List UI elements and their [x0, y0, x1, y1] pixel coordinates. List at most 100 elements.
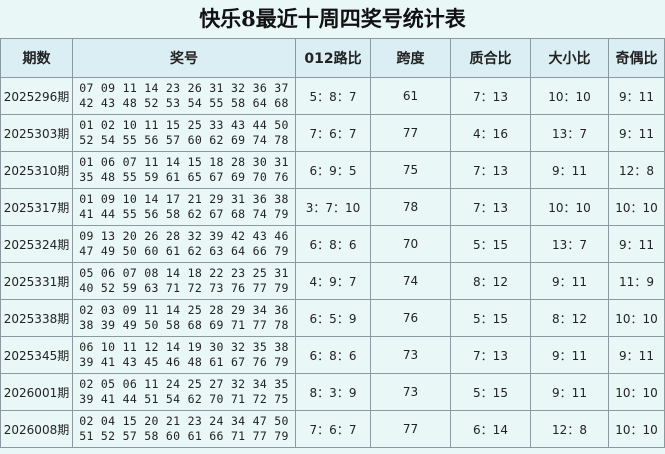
prime-ratio-cell: 8：12: [450, 262, 531, 300]
period-cell: 2025324期: [0, 225, 73, 263]
route-ratio-cell: 5：8：7: [295, 77, 371, 115]
number-line: 39 41 43 45 46 48 61 67 76 79: [79, 355, 289, 369]
period-cell: 2025303期: [0, 114, 73, 152]
prime-ratio-cell: 7：13: [450, 151, 531, 189]
size-ratio-cell: 13：7: [530, 225, 609, 263]
numbers-cell: 05 06 07 08 14 18 22 23 25 31 40 52 59 63…: [72, 262, 296, 300]
stats-table: 期数 奖号 012路比 跨度 质合比 大小比 奇偶比 2025296期 07 09 11 14…: [0, 38, 665, 448]
prime-ratio-cell: 7：13: [450, 77, 531, 115]
route-ratio-cell: 7：6：7: [295, 114, 371, 152]
number-line: 39 41 44 51 54 62 70 71 72 75: [79, 392, 289, 406]
header-cell: 大小比: [530, 38, 609, 78]
header-cell: 奖号: [72, 38, 296, 78]
number-line: 02 05 06 11 24 25 27 32 34 35: [79, 377, 289, 391]
route-ratio-cell: 6：5：9: [295, 299, 371, 337]
route-ratio-cell: 6：9：5: [295, 151, 371, 189]
size-ratio-cell: 13：7: [530, 114, 609, 152]
table-body: 2025296期 07 09 11 14 23 26 31 32 36 37 42 …: [0, 77, 665, 448]
parity-ratio-cell: 10：10: [608, 299, 665, 337]
number-line: 01 09 10 14 17 21 29 31 36 38: [79, 192, 289, 206]
parity-ratio-cell: 9：11: [608, 336, 665, 374]
span-cell: 61: [370, 77, 451, 115]
table-row: 2025303期 01 02 10 11 15 25 33 43 44 50 52 …: [0, 114, 665, 152]
number-line: 47 49 50 60 61 62 63 64 66 79: [79, 244, 289, 258]
span-cell: 70: [370, 225, 451, 263]
prime-ratio-cell: 7：13: [450, 336, 531, 374]
header-cell: 跨度: [370, 38, 451, 78]
numbers-cell: 01 06 07 11 14 15 18 28 30 31 35 48 55 59…: [72, 151, 296, 189]
number-line: 51 52 57 58 60 61 66 71 77 79: [79, 429, 289, 443]
size-ratio-cell: 9：11: [530, 336, 609, 374]
number-line: 35 48 55 59 61 65 67 69 70 76: [79, 170, 289, 184]
table-row: 2025324期 09 13 20 26 28 32 39 42 43 46 47 …: [0, 225, 665, 263]
route-ratio-cell: 7：6：7: [295, 410, 371, 448]
period-cell: 2025317期: [0, 188, 73, 226]
number-line: 09 13 20 26 28 32 39 42 43 46: [79, 229, 289, 243]
period-cell: 2026001期: [0, 373, 73, 411]
number-line: 40 52 59 63 71 72 73 76 77 79: [79, 281, 289, 295]
number-line: 52 54 55 56 57 60 62 69 74 78: [79, 133, 289, 147]
span-cell: 73: [370, 373, 451, 411]
parity-ratio-cell: 9：11: [608, 114, 665, 152]
numbers-cell: 01 02 10 11 15 25 33 43 44 50 52 54 55 56…: [72, 114, 296, 152]
size-ratio-cell: 8：12: [530, 299, 609, 337]
size-ratio-cell: 12：8: [530, 410, 609, 448]
prime-ratio-cell: 7：13: [450, 188, 531, 226]
route-ratio-cell: 8：3：9: [295, 373, 371, 411]
prime-ratio-cell: 5：15: [450, 299, 531, 337]
number-line: 06 10 11 12 14 19 30 32 35 38: [79, 340, 289, 354]
parity-ratio-cell: 10：10: [608, 410, 665, 448]
number-line: 07 09 11 14 23 26 31 32 36 37: [79, 81, 289, 95]
numbers-cell: 07 09 11 14 23 26 31 32 36 37 42 43 48 52…: [72, 77, 296, 115]
parity-ratio-cell: 10：10: [608, 373, 665, 411]
period-cell: 2025310期: [0, 151, 73, 189]
prime-ratio-cell: 5：15: [450, 225, 531, 263]
table-row: 2025317期 01 09 10 14 17 21 29 31 36 38 41 …: [0, 188, 665, 226]
number-line: 02 04 15 20 21 23 24 34 47 50: [79, 414, 289, 428]
period-cell: 2025345期: [0, 336, 73, 374]
header-cell: 012路比: [295, 38, 371, 78]
route-ratio-cell: 6：8：6: [295, 336, 371, 374]
prime-ratio-cell: 6：14: [450, 410, 531, 448]
parity-ratio-cell: 12：8: [608, 151, 665, 189]
route-ratio-cell: 4：9：7: [295, 262, 371, 300]
number-line: 01 06 07 11 14 15 18 28 30 31: [79, 155, 289, 169]
numbers-cell: 01 09 10 14 17 21 29 31 36 38 41 44 55 56…: [72, 188, 296, 226]
span-cell: 75: [370, 151, 451, 189]
parity-ratio-cell: 11：9: [608, 262, 665, 300]
span-cell: 74: [370, 262, 451, 300]
numbers-cell: 09 13 20 26 28 32 39 42 43 46 47 49 50 60…: [72, 225, 296, 263]
header-cell: 质合比: [450, 38, 531, 78]
numbers-cell: 02 03 09 11 14 25 28 29 34 36 38 39 49 50…: [72, 299, 296, 337]
numbers-cell: 06 10 11 12 14 19 30 32 35 38 39 41 43 45…: [72, 336, 296, 374]
table-row: 2025345期 06 10 11 12 14 19 30 32 35 38 39 …: [0, 336, 665, 374]
prime-ratio-cell: 5：15: [450, 373, 531, 411]
table-row: 2026008期 02 04 15 20 21 23 24 34 47 50 51 …: [0, 410, 665, 448]
number-line: 41 44 55 56 58 62 67 68 74 79: [79, 207, 289, 221]
table-row: 2026001期 02 05 06 11 24 25 27 32 34 35 39 …: [0, 373, 665, 411]
span-cell: 78: [370, 188, 451, 226]
title: 快乐8最近十周四奖号统计表: [199, 6, 466, 31]
span-cell: 76: [370, 299, 451, 337]
table-row: 2025296期 07 09 11 14 23 26 31 32 36 37 42 …: [0, 77, 665, 115]
header-cell: 奇偶比: [608, 38, 665, 78]
parity-ratio-cell: 9：11: [608, 225, 665, 263]
size-ratio-cell: 10：10: [530, 77, 609, 115]
period-cell: 2025331期: [0, 262, 73, 300]
period-cell: 2026008期: [0, 410, 73, 448]
table-row: 2025338期 02 03 09 11 14 25 28 29 34 36 38 …: [0, 299, 665, 337]
span-cell: 77: [370, 114, 451, 152]
header-row: 期数 奖号 012路比 跨度 质合比 大小比 奇偶比: [0, 38, 665, 78]
numbers-cell: 02 05 06 11 24 25 27 32 34 35 39 41 44 51…: [72, 373, 296, 411]
route-ratio-cell: 6：8：6: [295, 225, 371, 263]
table-row: 2025331期 05 06 07 08 14 18 22 23 25 31 40 …: [0, 262, 665, 300]
header-cell: 期数: [0, 38, 73, 78]
span-cell: 77: [370, 410, 451, 448]
number-line: 02 03 09 11 14 25 28 29 34 36: [79, 303, 289, 317]
size-ratio-cell: 10：10: [530, 188, 609, 226]
route-ratio-cell: 3：7：10: [295, 188, 371, 226]
size-ratio-cell: 9：11: [530, 151, 609, 189]
period-cell: 2025338期: [0, 299, 73, 337]
